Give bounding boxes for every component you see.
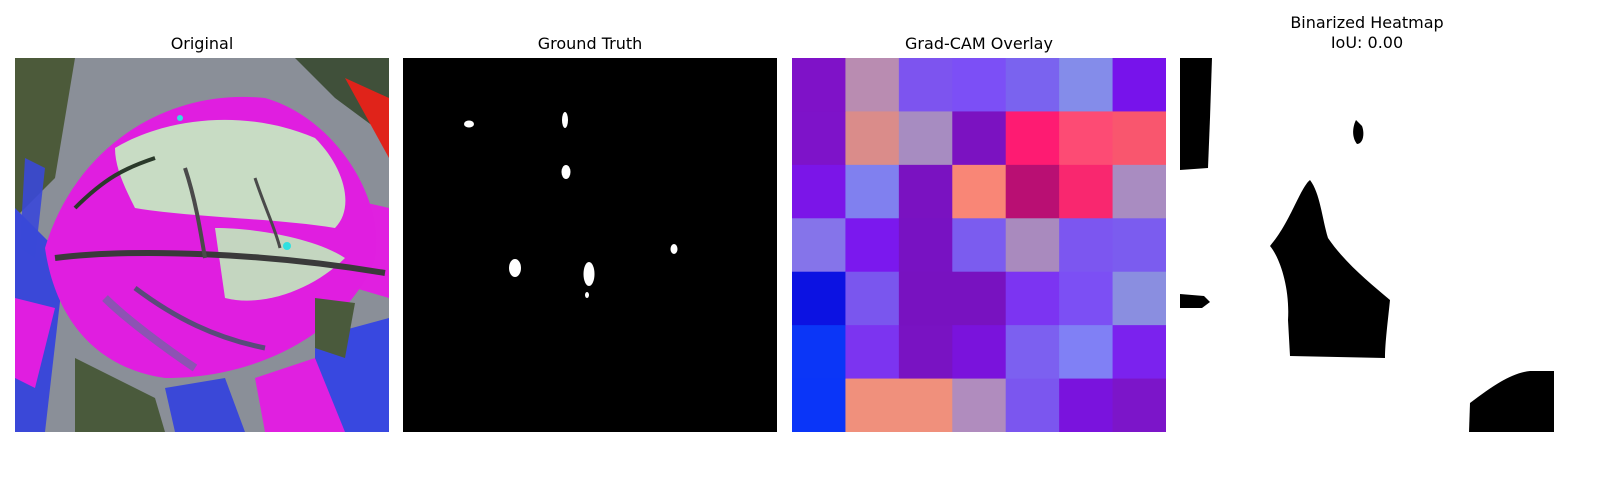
- gradcam-cell: [1059, 218, 1114, 273]
- gradcam-cell: [1112, 164, 1166, 219]
- gradcam-cell: [952, 164, 1007, 219]
- title-ground-truth: Ground Truth: [537, 34, 643, 53]
- iou-label: IoU: 0.00: [1330, 33, 1404, 52]
- gradcam-cell: [952, 378, 1007, 432]
- gradcam-cell: [845, 164, 900, 219]
- binarized-heatmap: [1180, 58, 1554, 432]
- gradcam-cell: [845, 378, 900, 432]
- gradcam-cell: [1005, 325, 1060, 380]
- gradcam-cell: [792, 111, 846, 166]
- gradcam-cell: [1112, 218, 1166, 273]
- gradcam-cell: [1005, 111, 1060, 166]
- gradcam-cell: [792, 378, 846, 432]
- gradcam-cell: [952, 271, 1007, 326]
- gradcam-cell: [898, 271, 953, 326]
- gradcam-cell: [1059, 111, 1114, 166]
- gradcam-cell: [952, 325, 1007, 380]
- gradcam-cell: [898, 58, 953, 112]
- gradcam-cell: [792, 325, 846, 380]
- gradcam-cell: [898, 111, 953, 166]
- ground-truth-mask: [403, 58, 777, 432]
- gradcam-cell: [1059, 378, 1114, 432]
- gradcam-cell: [845, 325, 900, 380]
- gradcam-cell: [1059, 325, 1114, 380]
- title-binarized-heatmap: Binarized Heatmap IoU: 0.00: [1180, 13, 1554, 53]
- gradcam-cell: [1005, 378, 1060, 432]
- gradcam-cell: [792, 164, 846, 219]
- gradcam-cell: [1112, 325, 1166, 380]
- title-gradcam-overlay: Grad-CAM Overlay: [905, 34, 1053, 53]
- gradcam-cell: [792, 58, 846, 112]
- gradcam-cell: [845, 111, 900, 166]
- gradcam-cell: [1059, 271, 1114, 326]
- gradcam-cell: [1059, 164, 1114, 219]
- gradcam-cell: [792, 271, 846, 326]
- gradcam-cell: [845, 58, 900, 112]
- gradcam-cell: [1005, 271, 1060, 326]
- gradcam-overlay: [792, 58, 1166, 432]
- gradcam-cell: [845, 218, 900, 273]
- gradcam-cell: [952, 218, 1007, 273]
- gradcam-cell: [1112, 111, 1166, 166]
- gradcam-cell: [1112, 271, 1166, 326]
- gradcam-cell: [1112, 58, 1166, 112]
- gradcam-cell: [1059, 58, 1114, 112]
- gradcam-cell: [792, 218, 846, 273]
- gradcam-cell: [898, 164, 953, 219]
- gradcam-cell: [1005, 58, 1060, 112]
- gradcam-cell: [1005, 218, 1060, 273]
- title-original: Original: [170, 34, 234, 53]
- gradcam-cell: [898, 325, 953, 380]
- gradcam-cell: [845, 271, 900, 326]
- gradcam-cell: [898, 218, 953, 273]
- gradcam-cell: [952, 111, 1007, 166]
- gradcam-cell: [1112, 378, 1166, 432]
- gradcam-cell: [1005, 164, 1060, 219]
- gradcam-cell: [898, 378, 953, 432]
- gradcam-cell: [952, 58, 1007, 112]
- original-image: [15, 58, 389, 432]
